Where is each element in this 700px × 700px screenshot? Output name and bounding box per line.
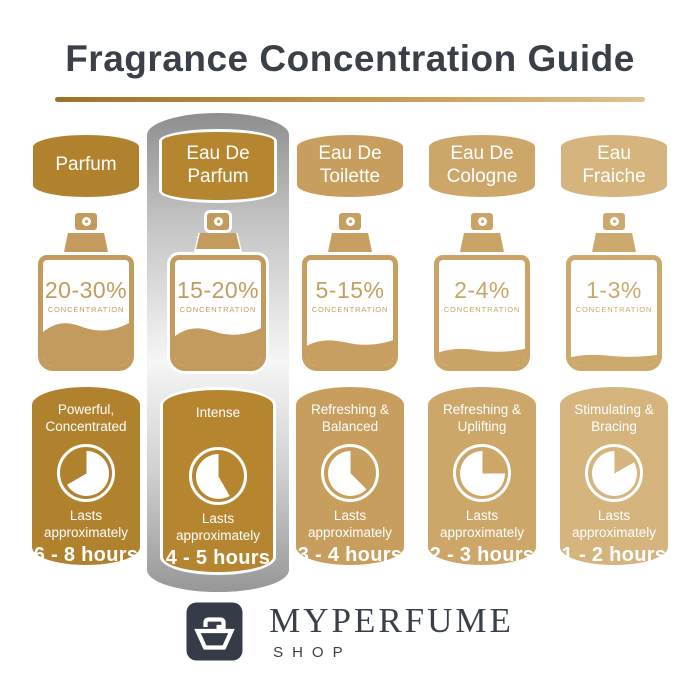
liquid-fill — [175, 322, 261, 366]
character-description: Intense — [195, 405, 241, 420]
perfume-bottle-icon: 15-20% CONCENTRATION — [170, 255, 266, 371]
bottle-zone: 15-20% CONCENTRATION — [170, 213, 266, 383]
spray-nozzle-icon — [339, 213, 361, 230]
column-header: Eau De Parfum — [159, 128, 277, 203]
bottle-cap-icon — [460, 233, 504, 252]
spray-nozzle-icon — [75, 213, 97, 230]
bottle-zone: 20-30% CONCENTRATION — [38, 213, 134, 383]
bottle-zone: 5-15% CONCENTRATION — [302, 213, 398, 383]
perfume-bottle-icon: 2-4% CONCENTRATION — [434, 255, 530, 371]
column-eau-fraiche: Eau Fraiche 1-3% CONCENTRATION Stimulati… — [548, 118, 680, 587]
clock-pie-icon — [321, 444, 379, 502]
card-zone: Powerful, Concentrated Lasts approximate… — [32, 387, 140, 587]
perfume-bottle-icon: 20-30% CONCENTRATION — [38, 255, 134, 371]
footer-brand: MYPERFUME SHOP — [0, 601, 700, 661]
concentration-value: 20-30% — [44, 277, 128, 303]
card-zone: Refreshing & Uplifting Lasts approximate… — [428, 387, 536, 587]
duration-value: 2 - 3 hours — [429, 543, 535, 566]
clock-pie-icon — [453, 444, 511, 502]
column-eau-de-cologne: Eau De Cologne 2-4% CONCENTRATION Refres… — [416, 118, 548, 587]
card-zone: Intense Lasts approximately 4 - 5 hours — [160, 387, 276, 587]
character-description: Powerful, Concentrated — [45, 402, 127, 434]
duration-value: 1 - 2 hours — [561, 543, 667, 566]
bottle-cap-icon — [592, 233, 636, 252]
lasts-label: Lasts approximately — [439, 508, 525, 540]
spray-nozzle-icon — [207, 213, 229, 230]
liquid-fill — [43, 316, 129, 366]
column-eau-de-toilette: Eau De Toilette 5-15% CONCENTRATION Refr… — [284, 118, 416, 587]
concentration-value: 1-3% — [586, 277, 642, 303]
perfume-bottle-icon: 5-15% CONCENTRATION — [302, 255, 398, 371]
lasts-label: Lasts approximately — [43, 508, 129, 540]
character-description: Refreshing & Uplifting — [442, 402, 522, 434]
lasts-label: Lasts approximately — [307, 508, 393, 540]
concentration-label: CONCENTRATION — [443, 305, 521, 314]
card-zone: Refreshing & Balanced Lasts approximatel… — [296, 387, 404, 587]
character-description: Stimulating & Bracing — [574, 402, 654, 434]
perfume-bottle-icon: 1-3% CONCENTRATION — [566, 255, 662, 371]
column-header: Eau De Cologne — [429, 134, 535, 197]
card-zone: Stimulating & Bracing Lasts approximatel… — [560, 387, 668, 587]
brand-subtitle: SHOP — [273, 644, 352, 661]
spray-nozzle-icon — [471, 213, 493, 230]
duration-value: 3 - 4 hours — [297, 543, 403, 566]
bottle-cap-icon — [194, 233, 242, 252]
title-underline — [55, 97, 645, 102]
concentration-label: CONCENTRATION — [311, 305, 389, 314]
column-parfum: Parfum 20-30% CONCENTRATION Powerful, Co… — [20, 118, 152, 587]
bottle-zone: 2-4% CONCENTRATION — [434, 213, 530, 383]
column-header: Eau De Toilette — [297, 134, 403, 197]
lasts-label: Lasts approximately — [571, 508, 657, 540]
clock-pie-icon — [585, 444, 643, 502]
duration-card: Intense Lasts approximately 4 - 5 hours — [160, 387, 276, 575]
header-zone: Eau De Parfum — [159, 118, 277, 213]
header-zone: Eau Fraiche — [561, 118, 667, 213]
header-zone: Parfum — [33, 118, 139, 213]
concentration-value: 5-15% — [315, 277, 385, 303]
column-header: Parfum — [33, 134, 139, 197]
liquid-fill — [439, 346, 525, 366]
duration-card: Powerful, Concentrated Lasts approximate… — [32, 387, 140, 566]
concentration-label: CONCENTRATION — [47, 305, 125, 314]
column-eau-de-parfum: Eau De Parfum 15-20% CONCENTRATION Inten… — [152, 118, 284, 587]
page-title: Fragrance Concentration Guide — [65, 38, 635, 79]
lasts-label: Lasts approximately — [175, 511, 261, 543]
bottle-cap-icon — [64, 233, 108, 252]
liquid-fill — [307, 336, 393, 366]
concentration-value: 2-4% — [454, 277, 510, 303]
character-description: Refreshing & Balanced — [310, 402, 390, 434]
clock-pie-icon — [189, 447, 247, 505]
liquid-fill — [571, 353, 657, 366]
bottle-cap-icon — [328, 233, 372, 252]
concentration-label: CONCENTRATION — [575, 305, 653, 314]
brand-name: MYPERFUME — [269, 601, 514, 640]
duration-value: 4 - 5 hours — [165, 546, 271, 569]
concentration-value: 15-20% — [176, 277, 260, 303]
columns-row: Parfum 20-30% CONCENTRATION Powerful, Co… — [20, 118, 680, 587]
column-header: Eau Fraiche — [561, 134, 667, 197]
duration-card: Refreshing & Uplifting Lasts approximate… — [428, 387, 536, 566]
spray-nozzle-icon — [603, 213, 625, 230]
duration-card: Stimulating & Bracing Lasts approximatel… — [560, 387, 668, 566]
bottle-zone: 1-3% CONCENTRATION — [566, 213, 662, 383]
header-zone: Eau De Toilette — [297, 118, 403, 213]
brand-text: MYPERFUME SHOP — [269, 601, 514, 661]
clock-pie-icon — [57, 444, 115, 502]
myperfume-logo-icon — [186, 602, 243, 660]
duration-value: 6 - 8 hours — [33, 543, 139, 566]
header-zone: Eau De Cologne — [429, 118, 535, 213]
duration-card: Refreshing & Balanced Lasts approximatel… — [296, 387, 404, 566]
concentration-label: CONCENTRATION — [179, 305, 257, 314]
